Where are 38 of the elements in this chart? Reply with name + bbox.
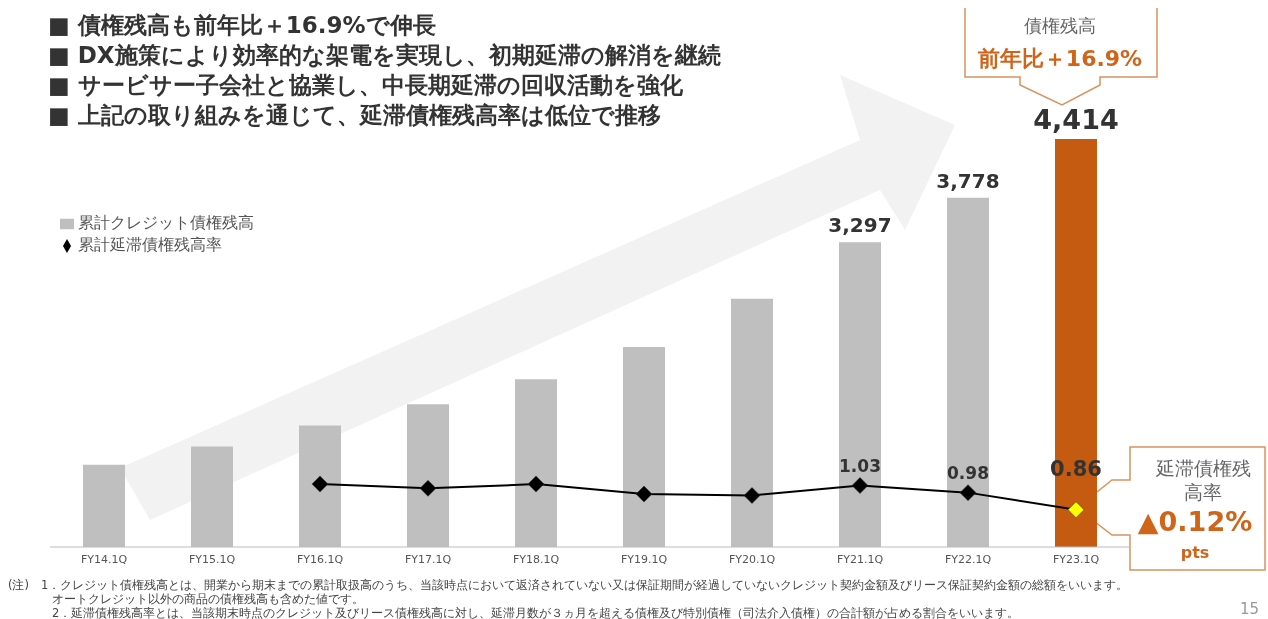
x-tick-label: FY15.1Q	[188, 552, 236, 566]
legend-label: 累計クレジット債権残高	[78, 213, 254, 232]
text: (注) 1．クレジット債権残高とは、開業から期末までの累計取扱高のうち、当該時点において返済されていない又は保証期間が経過していないクレジット契約金額及びリース保証契約金額の総額をいいます。	[8, 578, 1129, 593]
text: 債権残高	[1023, 14, 1097, 38]
x-tick-label: FY19.1Q	[620, 552, 668, 566]
x-tick-label: FY23.1Q	[1052, 552, 1100, 566]
x-tick-label: FY18.1Q	[512, 552, 560, 566]
point	[743, 487, 761, 504]
text: 前年比＋16.9%	[976, 45, 1144, 73]
data-label: 3,778	[936, 168, 1000, 193]
text: 15	[1240, 600, 1260, 618]
text: オートクレジット以外の商品の債権残高も含めた値です。	[52, 592, 365, 607]
text: 延滞債権残高率	[1154, 456, 1252, 504]
point	[959, 484, 977, 501]
text: ■ 上記の取り組みを通じて、延滞債権残高率は低位で推移	[48, 101, 661, 130]
x-tick-label: FY14.1Q	[80, 552, 128, 566]
text: ■ DX施策により効率的な架電を実現し、初期延滞の解消を継続	[48, 41, 721, 70]
legend-label: 累計延滞債権残高率	[78, 235, 222, 254]
x-tick-label: FY21.1Q	[836, 552, 884, 566]
x-tick-label: FY20.1Q	[728, 552, 776, 566]
point	[527, 475, 545, 493]
point	[635, 485, 653, 503]
text: ■ サービサー子会社と協業し、中長期延滞の回収活動を強化	[48, 71, 683, 100]
point	[1067, 501, 1085, 518]
x-tick-label: FY22.1Q	[944, 552, 992, 566]
x-tick-label: FY16.1Q	[296, 552, 344, 566]
data-label: 4,414	[1033, 104, 1119, 135]
data-label: 1.03	[839, 455, 881, 476]
text: ■ 債権残高も前年比＋16.9%で伸長	[48, 11, 436, 40]
point	[851, 477, 869, 494]
x-tick-label: FY17.1Q	[404, 552, 452, 566]
text: 2．延滞債権残高率とは、当該期末時点のクレジット及びリース債権残高に対し、延滞月数が３ヵ月を超える債権及び特別債権（司法介入債権）の合計額が占める割合をいいます。	[52, 606, 1021, 619]
text: pts	[1179, 543, 1211, 562]
data-label: 3,297	[828, 213, 892, 238]
data-label: 0.98	[947, 462, 989, 483]
text: ▲0.12%	[1136, 506, 1254, 537]
point	[419, 480, 437, 497]
point	[311, 475, 329, 493]
